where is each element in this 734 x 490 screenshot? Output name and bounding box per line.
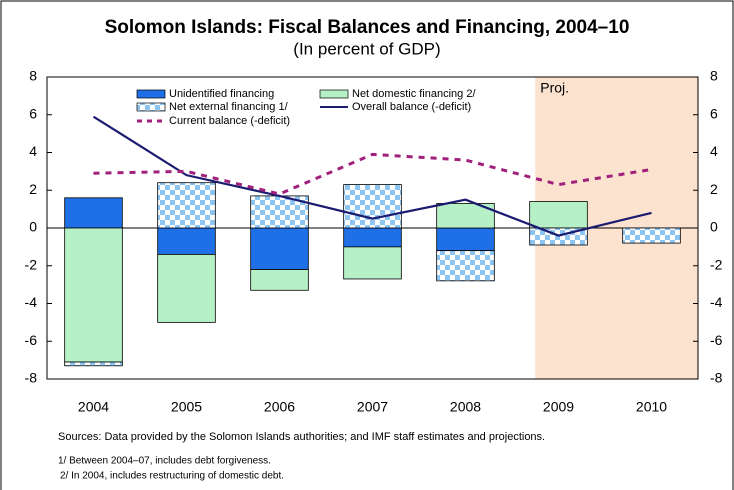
bar [64,197,123,229]
bar [622,227,681,244]
legend-label: Net domestic financing 2/ [352,88,476,100]
bar [157,182,216,229]
bar [157,254,216,323]
y-tick-label: -2 [25,256,38,272]
y2-tick-label: 6 [710,105,718,121]
note: 1/ Between 2004–07, includes debt forgiv… [58,456,271,467]
legend-label: Net external financing 1/ [169,101,289,113]
bar [250,227,309,270]
x-tick-label: 2010 [636,399,667,415]
bar [64,361,123,367]
y-tick-label: 0 [29,219,37,235]
x-tick-label: 2005 [171,399,202,415]
y-tick-label: 6 [29,105,37,121]
legend-swatch [136,102,166,112]
x-tick-label: 2009 [543,399,574,415]
y-tick-label: -8 [25,370,38,386]
y2-tick-label: 8 [710,68,718,84]
legend-swatch [319,89,349,99]
y-tick-label: 4 [29,143,37,159]
x-tick-label: 2007 [357,399,388,415]
y2-tick-label: 4 [710,143,718,159]
bar [436,250,495,282]
plot-border [46,76,699,380]
bar [157,227,216,255]
y2-tick-label: -2 [710,256,723,272]
bar [343,246,402,280]
bar [529,201,588,229]
bar [250,269,309,291]
y-tick-label: -4 [25,294,38,310]
y-tick-label: 2 [29,181,37,197]
y-tick-label: 8 [29,68,37,84]
y2-tick-label: 2 [710,181,718,197]
x-tick-label: 2008 [450,399,481,415]
bar [436,227,495,252]
projection-label: Proj. [540,80,569,96]
bar [343,184,402,229]
chart-title: Solomon Islands: Fiscal Balances and Fin… [105,17,630,38]
legend-label: Current balance (-deficit) [169,115,290,127]
legend-label: Unidentified financing [169,88,274,100]
legend-swatch [136,89,166,99]
line [92,115,652,237]
sources: Sources: Data provided by the Solomon Is… [58,431,545,443]
legend-label: Overall balance (-deficit) [352,101,471,113]
y2-tick-label: -6 [710,332,723,348]
bar [343,227,402,248]
y2-tick-label: 0 [710,219,718,235]
y2-tick-label: -4 [710,294,723,310]
bar [64,227,123,363]
y-tick-label: -6 [25,332,38,348]
x-tick-label: 2004 [78,399,109,415]
chart-subtitle: (In percent of GDP) [293,39,440,58]
line [93,152,652,196]
y2-tick-label: -8 [710,370,723,386]
note: 2/ In 2004, includes restructuring of do… [60,471,284,482]
x-tick-label: 2006 [264,399,295,415]
